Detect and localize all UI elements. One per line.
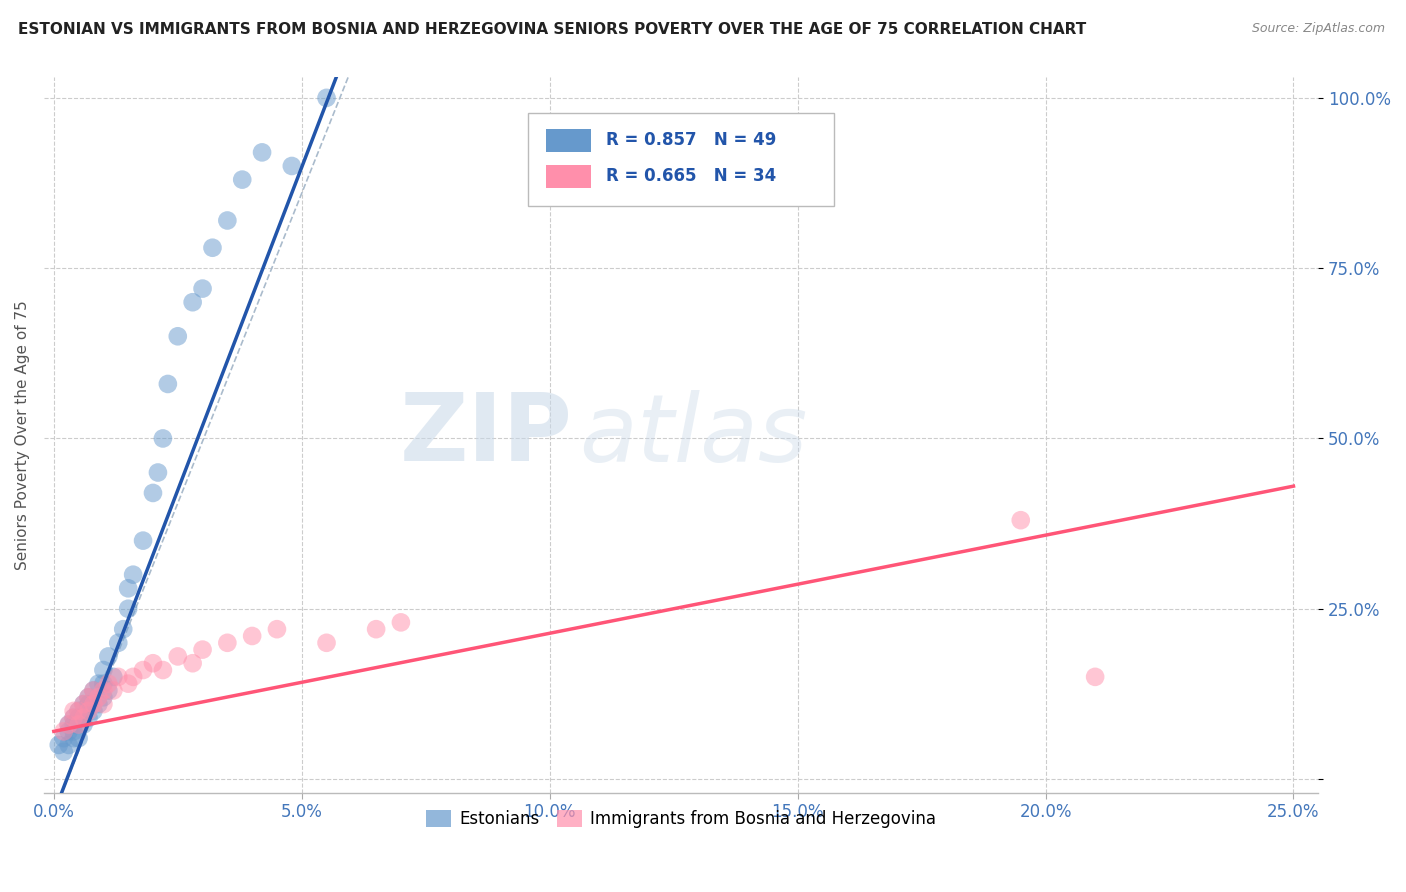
- Point: [77, 704, 100, 718]
- Legend: Estonians, Immigrants from Bosnia and Herzegovina: Estonians, Immigrants from Bosnia and He…: [419, 803, 942, 834]
- Point: [117, 582, 139, 596]
- Point: [281, 159, 304, 173]
- Point: [122, 670, 145, 684]
- Point: [72, 717, 94, 731]
- Point: [67, 717, 90, 731]
- Point: [117, 601, 139, 615]
- Point: [315, 636, 337, 650]
- Point: [217, 636, 239, 650]
- Point: [82, 704, 104, 718]
- Point: [72, 711, 94, 725]
- FancyBboxPatch shape: [529, 113, 834, 206]
- Point: [146, 466, 169, 480]
- Point: [103, 670, 125, 684]
- Point: [62, 711, 84, 725]
- Point: [142, 486, 165, 500]
- Point: [67, 704, 90, 718]
- Point: [103, 683, 125, 698]
- Point: [231, 172, 253, 186]
- Point: [366, 622, 388, 636]
- Y-axis label: Seniors Poverty Over the Age of 75: Seniors Poverty Over the Age of 75: [15, 301, 30, 570]
- Point: [156, 376, 179, 391]
- Point: [107, 670, 129, 684]
- Point: [93, 683, 115, 698]
- Point: [87, 676, 110, 690]
- Point: [1084, 670, 1107, 684]
- Bar: [546, 165, 591, 187]
- Point: [191, 282, 214, 296]
- Point: [48, 738, 70, 752]
- Point: [117, 676, 139, 690]
- Point: [67, 704, 90, 718]
- Point: [62, 731, 84, 746]
- Point: [67, 731, 90, 746]
- Point: [87, 697, 110, 711]
- Point: [132, 663, 155, 677]
- Point: [67, 711, 90, 725]
- Point: [389, 615, 412, 630]
- Point: [62, 724, 84, 739]
- Point: [181, 295, 204, 310]
- Point: [152, 432, 174, 446]
- Point: [58, 738, 80, 752]
- Point: [93, 663, 115, 677]
- Point: [112, 622, 135, 636]
- Text: Source: ZipAtlas.com: Source: ZipAtlas.com: [1251, 22, 1385, 36]
- Point: [1010, 513, 1032, 527]
- Point: [191, 642, 214, 657]
- Point: [201, 241, 224, 255]
- Point: [72, 697, 94, 711]
- Point: [77, 697, 100, 711]
- Text: atlas: atlas: [579, 390, 807, 481]
- Point: [122, 567, 145, 582]
- Point: [250, 145, 273, 160]
- Point: [77, 690, 100, 705]
- Point: [97, 676, 120, 690]
- Point: [52, 724, 75, 739]
- Point: [72, 697, 94, 711]
- Point: [77, 690, 100, 705]
- Point: [62, 704, 84, 718]
- Point: [240, 629, 263, 643]
- Point: [132, 533, 155, 548]
- Point: [58, 724, 80, 739]
- Point: [52, 745, 75, 759]
- Text: R = 0.665   N = 34: R = 0.665 N = 34: [606, 167, 776, 186]
- Point: [142, 657, 165, 671]
- Point: [152, 663, 174, 677]
- Point: [97, 649, 120, 664]
- Point: [181, 657, 204, 671]
- Point: [93, 690, 115, 705]
- Point: [58, 717, 80, 731]
- Point: [107, 636, 129, 650]
- Point: [82, 697, 104, 711]
- Point: [166, 649, 188, 664]
- Point: [93, 697, 115, 711]
- Point: [93, 676, 115, 690]
- Point: [82, 683, 104, 698]
- Bar: [546, 129, 591, 152]
- Point: [82, 683, 104, 698]
- Text: ESTONIAN VS IMMIGRANTS FROM BOSNIA AND HERZEGOVINA SENIORS POVERTY OVER THE AGE : ESTONIAN VS IMMIGRANTS FROM BOSNIA AND H…: [18, 22, 1087, 37]
- Point: [77, 711, 100, 725]
- Point: [52, 731, 75, 746]
- Point: [266, 622, 288, 636]
- Point: [87, 690, 110, 705]
- Point: [97, 683, 120, 698]
- Point: [62, 717, 84, 731]
- Point: [166, 329, 188, 343]
- Point: [58, 717, 80, 731]
- Point: [315, 91, 337, 105]
- Point: [217, 213, 239, 227]
- Point: [62, 711, 84, 725]
- Text: ZIP: ZIP: [399, 389, 572, 481]
- Point: [67, 717, 90, 731]
- Point: [72, 711, 94, 725]
- Text: R = 0.857   N = 49: R = 0.857 N = 49: [606, 131, 776, 149]
